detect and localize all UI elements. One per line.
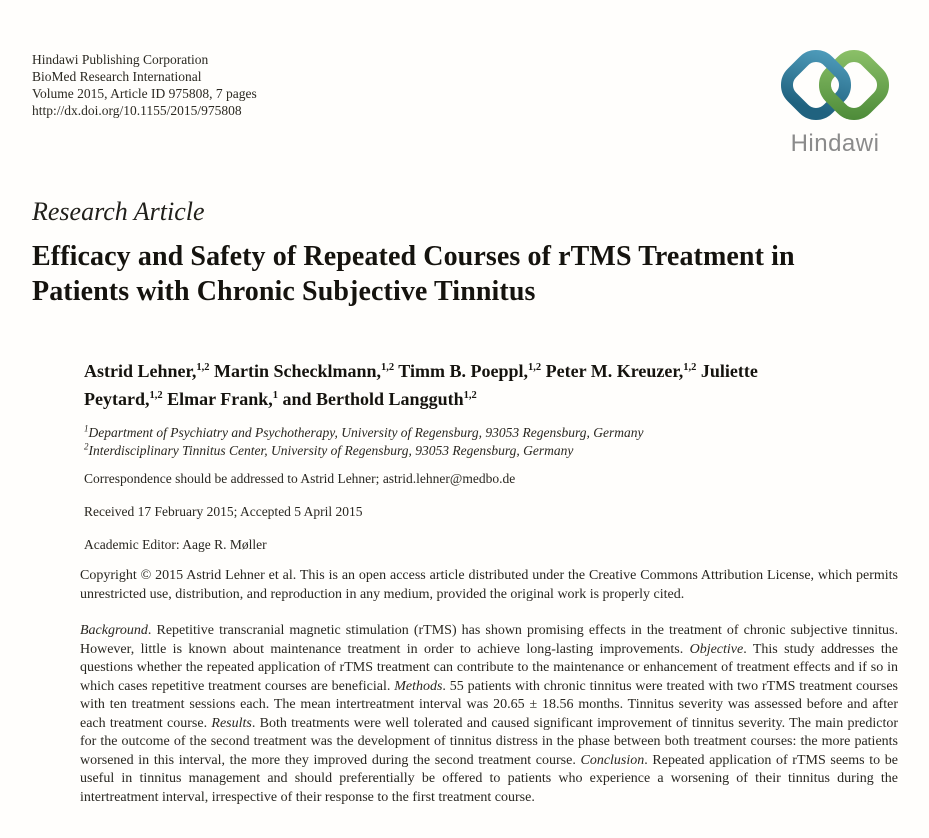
copyright-notice: Copyright © 2015 Astrid Lehner et al. Th… — [80, 568, 898, 602]
author-name: Elmar Frank,1 — [167, 389, 279, 409]
hindawi-rings-icon — [780, 49, 890, 121]
hindawi-logo: Hindawi — [774, 46, 896, 158]
publisher-line: Hindawi Publishing Corporation — [32, 52, 209, 67]
doi-link[interactable]: http://dx.doi.org/10.1155/2015/975808 — [32, 103, 242, 118]
correspondence-line: Correspondence should be addressed to As… — [84, 471, 515, 487]
academic-editor-line: Academic Editor: Aage R. Møller — [84, 537, 267, 552]
author-name: Peter M. Kreuzer,1,2 — [545, 361, 697, 381]
authors-line: Astrid Lehner,1,2 Martin Schecklmann,1,2… — [84, 357, 808, 413]
hindawi-wordmark: Hindawi — [790, 130, 880, 157]
article-title: Efficacy and Safety of Repeated Courses … — [32, 241, 795, 307]
email-link[interactable]: astrid.lehner@medbo.de — [382, 471, 516, 486]
affiliation-line: 1Department of Psychiatry and Psychother… — [84, 423, 644, 440]
author-name: Juliette Peytard,1,2 — [84, 361, 758, 409]
author-name: Timm B. Poeppl,1,2 — [398, 361, 542, 381]
affiliation-line: 2Interdisciplinary Tinnitus Center, Univ… — [84, 441, 574, 458]
author-name: and Berthold Langguth1,2 — [282, 389, 477, 409]
article-type-label: Research Article — [32, 197, 205, 226]
author-name: Martin Schecklmann,1,2 — [213, 361, 395, 381]
volume-article-line: Volume 2015, Article ID 975808, 7 pages — [32, 86, 257, 101]
journal-header: Hindawi Publishing Corporation BioMed Re… — [32, 51, 257, 119]
affiliations-block: 1Department of Psychiatry and Psychother… — [84, 424, 644, 460]
abstract-paragraph: Background. Repetitive transcranial magn… — [80, 623, 899, 805]
received-accepted-line: Received 17 February 2015; Accepted 5 Ap… — [84, 504, 363, 519]
author-name: Astrid Lehner,1,2 — [84, 361, 210, 381]
correspondence-text: Correspondence should be addressed to As… — [84, 471, 383, 486]
journal-name-line: BioMed Research International — [32, 69, 202, 84]
